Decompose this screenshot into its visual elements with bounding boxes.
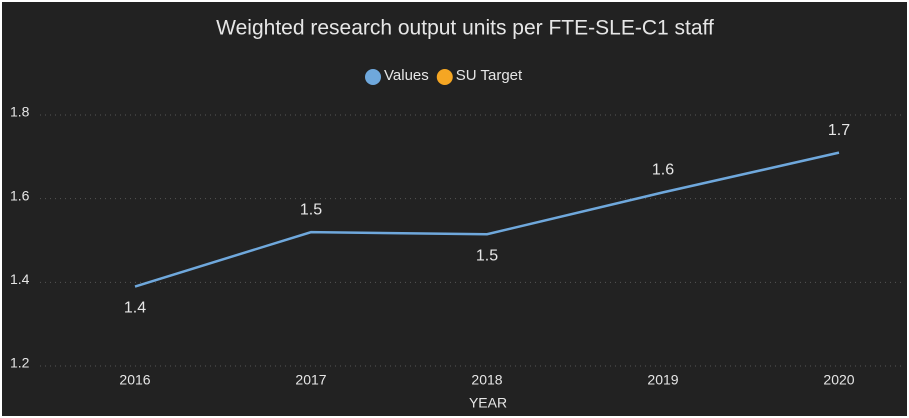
- x-tick-label: 2019: [647, 372, 678, 388]
- data-label: 1.5: [476, 247, 498, 264]
- y-tick-label: 1.6: [10, 187, 30, 203]
- legend-marker: [436, 69, 453, 85]
- x-tick-label: 2016: [119, 372, 150, 388]
- chart-title: Weighted research output units per FTE-S…: [216, 17, 714, 40]
- line-series: [134, 151, 840, 288]
- data-label: 1.6: [652, 162, 674, 179]
- x-axis-label: YEAR: [469, 395, 507, 411]
- legend-label: Values: [384, 67, 429, 84]
- y-tick-label: 1.2: [10, 355, 30, 371]
- legend-label: SU Target: [456, 67, 523, 84]
- x-tick-label: 2017: [295, 372, 326, 388]
- data-label: 1.4: [124, 300, 146, 317]
- legend-marker: [365, 69, 381, 85]
- data-label: 1.7: [828, 122, 850, 139]
- y-tick-label: 1.4: [10, 271, 30, 287]
- data-label: 1.5: [300, 201, 322, 218]
- y-tick-label: 1.8: [10, 104, 30, 120]
- x-tick-label: 2020: [823, 372, 854, 388]
- x-tick-label: 2018: [471, 372, 502, 388]
